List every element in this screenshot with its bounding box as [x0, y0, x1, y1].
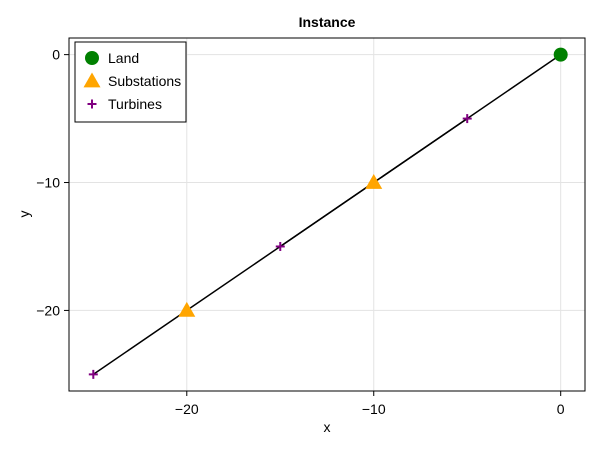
x-axis-label: x	[324, 419, 331, 435]
plot-frame	[68, 37, 586, 392]
legend-label-substations: Substations	[108, 73, 181, 89]
land-legend-marker	[85, 51, 99, 65]
x-tick-label: −20	[175, 401, 199, 417]
land-point	[553, 47, 568, 62]
y-axis-label: y	[16, 211, 32, 218]
x-tick-label: −10	[362, 401, 386, 417]
substations-legend-marker	[83, 72, 101, 88]
x-tick-label: 0	[557, 401, 565, 417]
cable-line	[92, 309, 188, 375]
legend: Land Substations Turbines	[74, 41, 187, 123]
cable-line	[373, 117, 468, 184]
turbines-point	[462, 114, 472, 124]
chart-title: Instance	[299, 14, 356, 30]
legend-label-land: Land	[108, 50, 139, 66]
y-ticks: 0 −10 −20	[36, 47, 69, 318]
turbines-point	[88, 369, 98, 379]
y-tick-label: −20	[36, 302, 60, 318]
substations-point	[365, 174, 383, 189]
y-tick-label: 0	[52, 47, 60, 63]
markers	[88, 47, 568, 379]
turbines-legend-marker	[87, 99, 97, 109]
legend-label-turbines: Turbines	[108, 96, 162, 112]
y-tick-label: −10	[36, 175, 60, 191]
substations-point	[178, 301, 196, 317]
turbines-point	[275, 241, 285, 251]
x-ticks: −20 −10 0	[175, 391, 565, 417]
